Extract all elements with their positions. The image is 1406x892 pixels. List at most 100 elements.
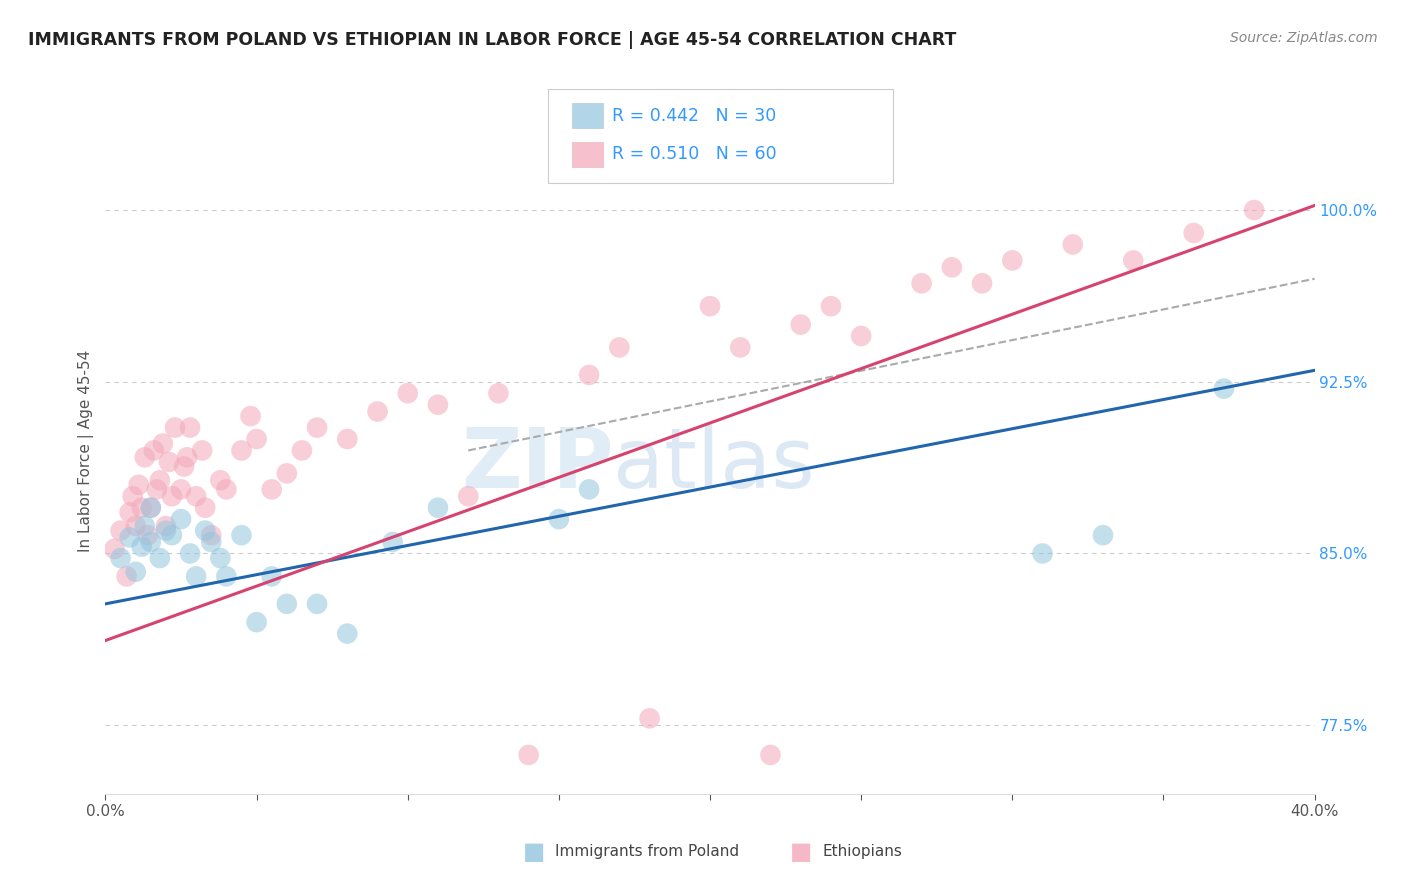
Point <box>790 318 813 332</box>
Point <box>186 489 208 503</box>
Point <box>1062 237 1084 252</box>
Point <box>609 340 631 354</box>
Point <box>231 528 253 542</box>
Point <box>155 524 177 538</box>
Point <box>176 450 198 465</box>
Point <box>426 398 449 412</box>
Point <box>170 512 193 526</box>
Point <box>157 455 180 469</box>
Point <box>1182 226 1205 240</box>
Point <box>578 483 600 497</box>
Point <box>336 626 359 640</box>
Point <box>149 473 172 487</box>
Point <box>191 443 214 458</box>
Point <box>426 500 449 515</box>
Point <box>276 467 298 481</box>
Point <box>849 329 872 343</box>
Point <box>209 551 232 566</box>
Point <box>152 436 174 450</box>
Point <box>139 535 162 549</box>
Point <box>134 519 156 533</box>
Point <box>124 519 148 533</box>
Point <box>307 597 329 611</box>
Point <box>186 569 208 583</box>
Point <box>200 528 222 542</box>
Point <box>291 443 314 458</box>
Point <box>200 535 222 549</box>
Text: Ethiopians: Ethiopians <box>823 845 903 859</box>
Point <box>118 505 141 519</box>
Point <box>396 386 419 401</box>
Point <box>121 489 143 503</box>
Point <box>381 535 404 549</box>
Point <box>366 404 388 418</box>
Point <box>115 569 138 583</box>
Point <box>134 450 156 465</box>
Point <box>170 483 193 497</box>
Text: Source: ZipAtlas.com: Source: ZipAtlas.com <box>1230 31 1378 45</box>
Point <box>578 368 600 382</box>
Point <box>245 432 267 446</box>
Point <box>131 500 153 515</box>
Y-axis label: In Labor Force | Age 45-54: In Labor Force | Age 45-54 <box>79 350 94 551</box>
Point <box>260 569 283 583</box>
Text: Immigrants from Poland: Immigrants from Poland <box>555 845 740 859</box>
Point <box>941 260 963 275</box>
Point <box>728 340 751 354</box>
Text: IMMIGRANTS FROM POLAND VS ETHIOPIAN IN LABOR FORCE | AGE 45-54 CORRELATION CHART: IMMIGRANTS FROM POLAND VS ETHIOPIAN IN L… <box>28 31 956 49</box>
Point <box>759 747 782 762</box>
Point <box>142 443 165 458</box>
Point <box>486 386 509 401</box>
Text: R = 0.510   N = 60: R = 0.510 N = 60 <box>612 145 776 163</box>
Point <box>276 597 298 611</box>
Point <box>128 477 150 491</box>
Point <box>179 546 201 560</box>
Point <box>139 500 162 515</box>
Point <box>194 524 217 538</box>
Point <box>155 519 177 533</box>
Point <box>173 459 195 474</box>
Point <box>110 551 132 566</box>
Point <box>1243 202 1265 217</box>
Point <box>457 489 479 503</box>
Point <box>1122 253 1144 268</box>
Point <box>1032 546 1054 560</box>
Point <box>179 420 201 434</box>
Point <box>209 473 232 487</box>
Point <box>820 299 842 313</box>
Text: R = 0.442   N = 30: R = 0.442 N = 30 <box>612 107 776 125</box>
Point <box>245 615 267 630</box>
Point <box>911 277 934 291</box>
Point <box>136 528 159 542</box>
Text: ZIP: ZIP <box>461 424 613 505</box>
Point <box>146 483 169 497</box>
Point <box>231 443 253 458</box>
Point <box>699 299 721 313</box>
Point <box>160 489 183 503</box>
Point <box>215 483 238 497</box>
Point <box>1212 382 1236 396</box>
Point <box>239 409 262 423</box>
Point <box>124 565 148 579</box>
Point <box>260 483 283 497</box>
Point <box>336 432 359 446</box>
Point <box>1091 528 1114 542</box>
Text: ■: ■ <box>790 840 813 863</box>
Point <box>638 711 661 725</box>
Point <box>110 524 132 538</box>
Point <box>149 551 172 566</box>
Point <box>215 569 238 583</box>
Point <box>1001 253 1024 268</box>
Point <box>517 747 540 762</box>
Point <box>139 500 162 515</box>
Point <box>118 531 141 545</box>
Point <box>548 512 571 526</box>
Point <box>194 500 217 515</box>
Text: atlas: atlas <box>613 424 815 505</box>
Text: ■: ■ <box>523 840 546 863</box>
Point <box>160 528 183 542</box>
Point <box>103 541 125 556</box>
Point <box>163 420 186 434</box>
Point <box>970 277 993 291</box>
Point <box>131 540 153 554</box>
